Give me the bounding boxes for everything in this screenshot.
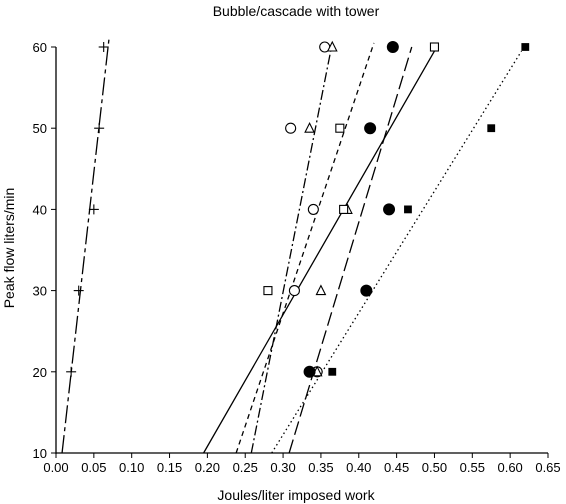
x-tick-label: 0.35 [308,460,333,475]
x-tick-label: 0.05 [81,460,106,475]
marker-plus [88,204,99,215]
x-tick-label: 0.65 [535,460,560,475]
x-tick-label: 0.55 [460,460,485,475]
fit-line-shortdash [235,42,375,454]
chart-title: Bubble/cascade with tower [213,3,380,19]
marker-open-square [339,204,349,214]
y-tick-label: 30 [33,284,47,299]
fit-lines [61,38,523,454]
y-tick-label: 10 [33,446,47,461]
y-axis-label: Peak flow liters/min [1,188,17,309]
fit-line-dashdot [250,42,333,454]
fit-line-solid [203,50,436,454]
x-tick-label: 0.50 [422,460,447,475]
marker-filled-square [487,124,496,133]
marker-open-triangle [326,40,338,52]
fit-line-dotted [271,50,523,454]
x-tick-label: 0.60 [497,460,522,475]
marker-open-circle [288,285,300,297]
x-tick-label: 0.10 [119,460,144,475]
marker-plus [98,42,109,52]
marker-open-square [335,123,345,133]
marker-plus [73,285,84,296]
y-tick-label: 60 [33,40,47,55]
x-axis-label: Joules/liter imposed work [217,487,375,503]
marker-filled-circle [386,41,399,53]
marker-filled-circle [383,203,396,216]
x-tick-label: 0.20 [195,460,220,475]
x-tick-label: 0.30 [270,460,295,475]
marker-filled-circle [303,365,316,378]
marker-filled-circle [360,284,373,297]
marker-open-circle [307,203,319,215]
y-tick-label: 50 [33,121,47,136]
marker-open-triangle [315,284,327,296]
marker-open-circle [285,122,297,134]
marker-open-square [429,42,440,52]
y-tick-label: 20 [33,365,47,380]
fit-line-mediumdash [288,46,413,454]
fit-line-longdash [61,38,110,454]
marker-open-triangle [304,121,315,133]
marker-filled-circle [364,122,377,135]
x-tick-label: 0.00 [43,460,68,475]
axes: 0.00 0.05 0.10 0.15 0.20 0.25 0.30 0.35 0.40 0.45… [33,40,561,475]
marker-plus [94,123,105,134]
marker-filled-square [521,43,530,51]
marker-plus [66,366,77,377]
x-tick-label: 0.15 [157,460,182,475]
marker-open-square [263,286,273,296]
x-tick-label: 0.45 [384,460,409,475]
marker-filled-square [328,367,337,376]
data-points [66,40,530,378]
marker-filled-square [404,205,412,214]
x-tick-label: 0.40 [346,460,371,475]
x-tick-label: 0.25 [233,460,258,475]
y-tick-label: 40 [33,202,47,217]
